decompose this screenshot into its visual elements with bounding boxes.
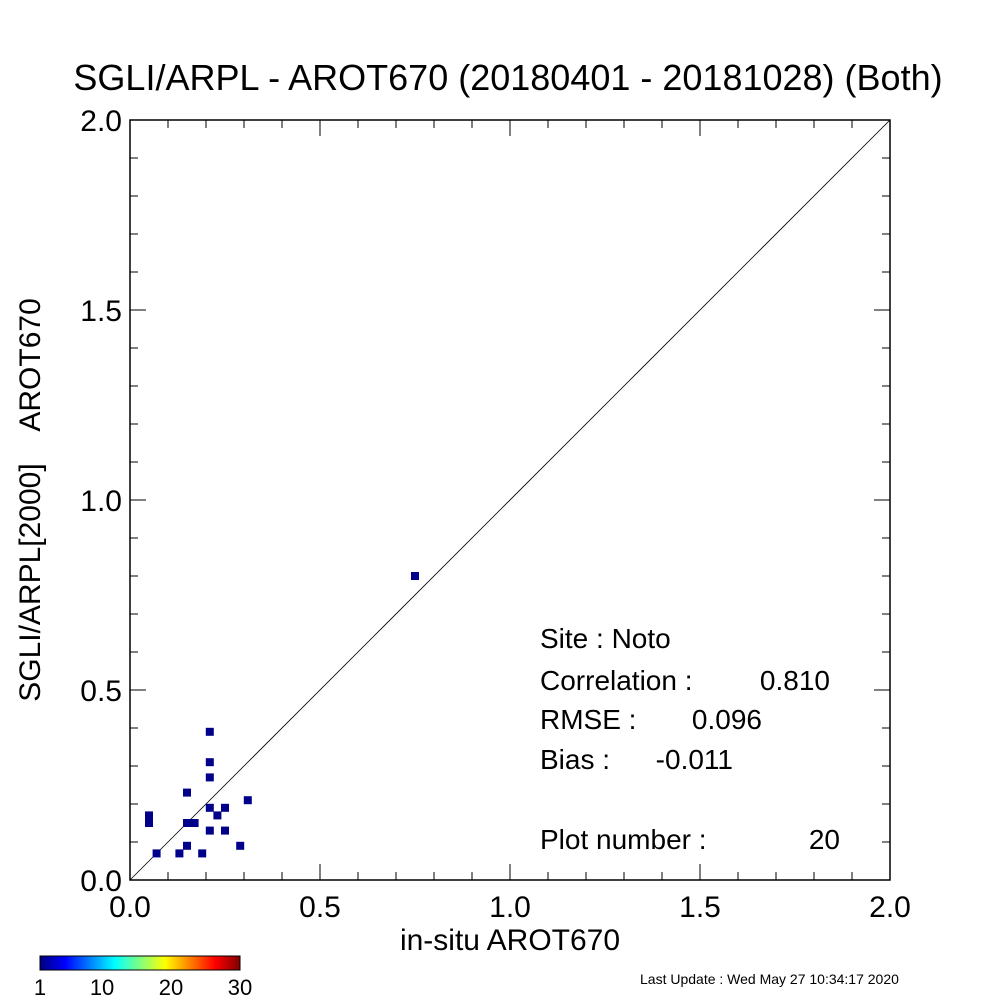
- stat-label: RMSE :: [540, 704, 636, 735]
- one-to-one-line: [129, 119, 891, 881]
- stat-label: Bias :: [540, 744, 610, 775]
- colorbar-tick-label: 10: [90, 975, 114, 1000]
- colorbar-tick-label: 30: [228, 975, 252, 1000]
- data-point: [183, 788, 191, 797]
- data-point: [243, 796, 252, 805]
- plot-area: [129, 119, 891, 881]
- data-point: [205, 773, 214, 782]
- data-point: [183, 819, 191, 827]
- data-point: [205, 803, 214, 812]
- colorbar-tick-label: 1: [34, 975, 46, 1000]
- y-tick-label: 0.5: [80, 675, 122, 708]
- x-tick-labels: 0.0 0.5 1.0 1.5 2.0: [109, 891, 911, 924]
- stat-value: -0.011: [656, 744, 733, 775]
- stat-value: 0.096: [692, 704, 762, 735]
- data-point: [205, 727, 214, 736]
- x-tick-label: 0.0: [109, 891, 151, 924]
- x-tick-label: 1.5: [679, 891, 721, 924]
- data-point: [213, 811, 222, 820]
- data-point: [145, 819, 153, 827]
- chart-title: SGLI/ARPL - AROT670 (20180401 - 20181028…: [73, 57, 942, 98]
- stat-label: Correlation :: [540, 665, 693, 696]
- y-axis-label: SGLI/ARPL[2000] AROT670: [14, 298, 47, 702]
- x-tick-label: 2.0: [869, 891, 911, 924]
- data-point: [221, 803, 229, 812]
- x-tick-label: 1.0: [489, 891, 531, 924]
- data-point: [236, 841, 245, 850]
- colorbar-tick-label: 20: [159, 975, 183, 1000]
- data-point: [411, 572, 419, 580]
- x-tick-label: 0.5: [299, 891, 341, 924]
- data-point: [175, 849, 184, 858]
- x-axis-label: in-situ AROT670: [400, 924, 620, 957]
- y-tick-label: 1.0: [80, 485, 122, 518]
- y-tick-label: 0.0: [80, 865, 122, 898]
- stat-label: Site : Noto: [540, 623, 671, 654]
- stats-box: Site : Noto Correlation : 0.810 RMSE : 0.096…: [540, 623, 840, 855]
- data-point: [183, 841, 191, 850]
- y-tick-label: 1.5: [80, 295, 122, 328]
- data-point: [198, 849, 207, 858]
- data-points: [145, 572, 419, 858]
- y-tick-labels: 0.0 0.5 1.0 1.5 2.0: [80, 105, 122, 898]
- colorbar-bar: [39, 955, 241, 971]
- axis-ticks: [129, 119, 891, 881]
- data-point: [205, 826, 214, 835]
- y-tick-label: 2.0: [80, 105, 122, 138]
- data-point: [221, 826, 229, 835]
- data-point: [205, 758, 214, 767]
- stat-label: Plot number :: [540, 824, 707, 855]
- data-point: [145, 811, 153, 820]
- stat-value: 20: [809, 824, 840, 855]
- data-point: [152, 849, 161, 858]
- last-update: Last Update : Wed May 27 10:34:17 2020: [640, 971, 899, 987]
- colorbar: 1 10 20 30: [34, 955, 252, 1000]
- colorbar-ticks: 1 10 20 30: [34, 975, 252, 1000]
- data-point: [190, 819, 199, 827]
- stat-value: 0.810: [760, 665, 830, 696]
